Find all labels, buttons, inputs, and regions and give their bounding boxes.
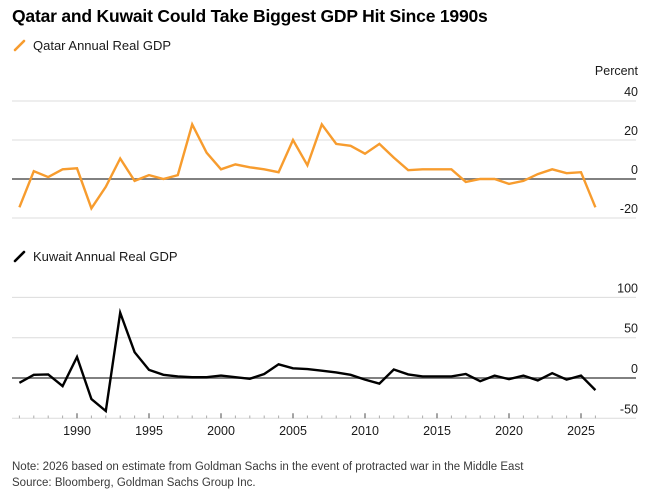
y-tick-label: 100 — [617, 281, 638, 295]
x-tick-label: 2000 — [207, 424, 235, 438]
note-line: Note: 2026 based on estimate from Goldma… — [12, 461, 524, 473]
y-tick-label: 0 — [631, 362, 638, 376]
x-tick-label: 2025 — [567, 424, 595, 438]
qatar-slash-icon — [13, 39, 26, 52]
x-tick-label: 2020 — [495, 424, 523, 438]
x-tick-label: 2015 — [423, 424, 451, 438]
qatar-gdp-line — [18, 121, 597, 211]
y-tick-label: 20 — [624, 124, 638, 138]
legend-kuwait-label: Kuwait Annual Real GDP — [33, 249, 178, 264]
y-tick-label: -20 — [620, 202, 638, 216]
x-tick-label: 2005 — [279, 424, 307, 438]
chart-title: Qatar and Kuwait Could Take Biggest GDP … — [12, 6, 488, 26]
y-axis-unit-label: Percent — [594, 64, 638, 78]
x-tick-label: 1990 — [63, 424, 91, 438]
y-tick-label: 40 — [624, 85, 638, 99]
y-tick-label: -50 — [620, 402, 638, 416]
legend-qatar-label: Qatar Annual Real GDP — [33, 38, 172, 53]
legend-kuwait: Kuwait Annual Real GDP — [13, 249, 178, 264]
x-tick-label: 1995 — [135, 424, 163, 438]
x-tick-label: 2010 — [351, 424, 379, 438]
kuwait-gdp-line — [18, 307, 597, 414]
y-tick-label: 50 — [624, 322, 638, 336]
kuwait-slash-icon — [13, 250, 26, 263]
footnotes: Note: 2026 based on estimate from Goldma… — [12, 460, 648, 491]
y-tick-label: 0 — [631, 163, 638, 177]
legend-qatar: Qatar Annual Real GDP — [13, 38, 171, 53]
source-line: Source: Bloomberg, Goldman Sachs Group I… — [12, 476, 256, 489]
